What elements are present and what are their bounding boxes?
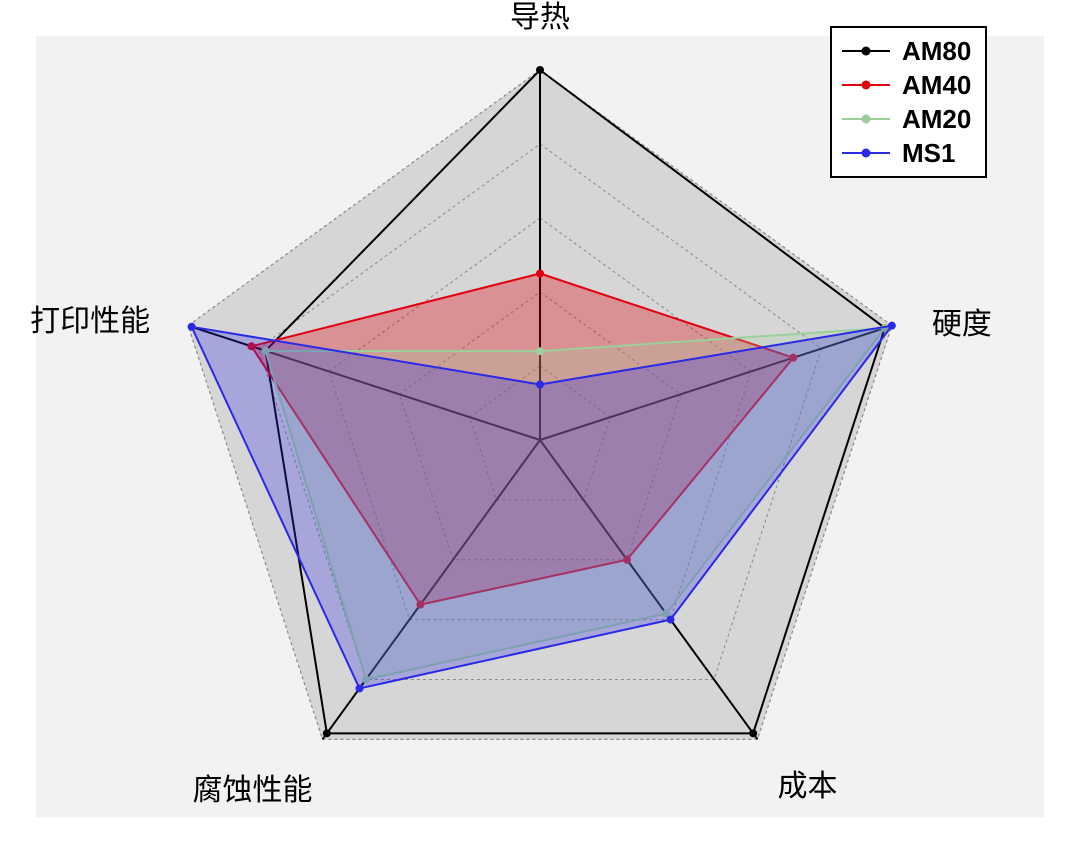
legend-swatch-line (842, 84, 890, 86)
radar-chart: 导热硬度成本 腐蚀性能 打印性能 AM80AM40AM20MS1 (0, 0, 1080, 853)
axis-label: 打印性能 (30, 296, 150, 340)
legend-item: AM40 (842, 68, 971, 102)
legend-marker-icon (862, 115, 871, 124)
axis-label: 成本 (777, 761, 837, 805)
legend: AM80AM40AM20MS1 (830, 26, 987, 178)
legend-label: AM40 (902, 70, 971, 101)
legend-swatch-line (842, 152, 890, 154)
legend-label: AM80 (902, 36, 971, 67)
legend-marker-icon (862, 81, 871, 90)
legend-item: AM80 (842, 34, 971, 68)
legend-label: MS1 (902, 138, 955, 169)
axis-label: 导热 (510, 0, 570, 36)
legend-marker-icon (862, 149, 871, 158)
legend-marker-icon (862, 47, 871, 56)
legend-item: AM20 (842, 102, 971, 136)
legend-swatch-line (842, 50, 890, 52)
axis-label: 腐蚀性能 (193, 765, 313, 809)
axis-label: 硬度 (932, 299, 992, 343)
legend-label: AM20 (902, 104, 971, 135)
legend-swatch-line (842, 118, 890, 120)
legend-item: MS1 (842, 136, 971, 170)
